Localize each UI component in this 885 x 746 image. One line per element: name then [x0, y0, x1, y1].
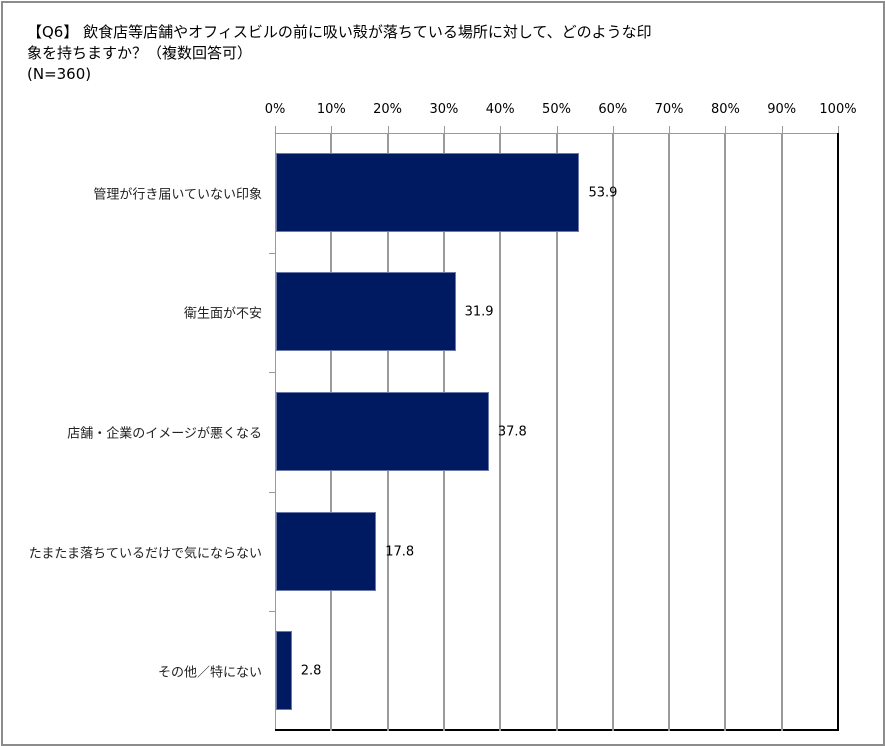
- x-tick: [725, 126, 727, 133]
- category-label: その他／特にない: [157, 665, 262, 681]
- y-tick: [269, 372, 275, 374]
- x-tick: [275, 126, 276, 133]
- x-tick-label: 100%: [819, 102, 857, 117]
- x-tick: [331, 126, 333, 133]
- x-tick-label: 80%: [710, 102, 740, 117]
- data-label: 31.9: [464, 304, 494, 320]
- bar: [276, 392, 489, 471]
- x-tick: [556, 126, 558, 133]
- x-tick: [669, 126, 671, 133]
- gridline: [611, 133, 614, 731]
- data-label: 37.8: [497, 424, 527, 440]
- data-label: 2.8: [300, 663, 322, 679]
- x-tick: [387, 126, 389, 133]
- x-tick-label: 10%: [316, 102, 346, 117]
- bar: [276, 631, 292, 711]
- x-tick: [838, 126, 839, 133]
- gridline: [499, 133, 502, 731]
- title-line-2: 象を持ちますか？（複数回答可）: [27, 44, 253, 62]
- category-label: たまたま落ちているだけで気にならない: [28, 546, 262, 562]
- data-label: 53.9: [588, 185, 618, 201]
- x-tick-label: 20%: [373, 102, 403, 117]
- plot-right-border: [837, 133, 839, 731]
- gridline: [668, 133, 671, 731]
- bar: [276, 511, 377, 591]
- bar: [276, 272, 456, 352]
- title-line-1: 【Q6】 飲食店等店舗やオフィスビルの前に吸い殻が落ちている場所に対して、どのよ…: [27, 23, 652, 41]
- chart-title: 【Q6】 飲食店等店舗やオフィスビルの前に吸い殻が落ちている場所に対して、どのよ…: [27, 22, 652, 85]
- y-tick: [269, 611, 275, 613]
- x-tick-label: 0%: [264, 102, 286, 117]
- x-tick: [612, 126, 614, 133]
- x-tick: [500, 126, 502, 133]
- sample-size: (N=360): [27, 65, 92, 83]
- plot-area: 0% 10% 20% 30% 40% 50% 60% 70% 80% 90% 100% 53.9 31.…: [265, 102, 857, 731]
- data-label: 17.8: [385, 544, 415, 560]
- category-label: 管理が行き届いていない印象: [93, 187, 262, 203]
- y-tick: [269, 252, 275, 254]
- bar: [276, 152, 580, 232]
- x-tick-label: 30%: [429, 102, 459, 117]
- x-tick: [781, 126, 783, 133]
- gridline: [780, 133, 783, 731]
- category-label: 衛生面が不安: [183, 306, 262, 322]
- category-label: 店舗・企業のイメージが悪くなる: [67, 426, 262, 442]
- x-tick-label: 50%: [542, 102, 571, 117]
- y-axis-line: [275, 133, 276, 731]
- gridline: [724, 133, 727, 731]
- x-tick-label: 40%: [485, 102, 515, 117]
- x-tick-label: 90%: [767, 102, 797, 117]
- x-tick-label: 70%: [654, 102, 684, 117]
- x-tick: [443, 126, 445, 133]
- x-tick-label: 60%: [598, 102, 628, 117]
- y-tick: [269, 491, 275, 493]
- gridline: [555, 133, 558, 731]
